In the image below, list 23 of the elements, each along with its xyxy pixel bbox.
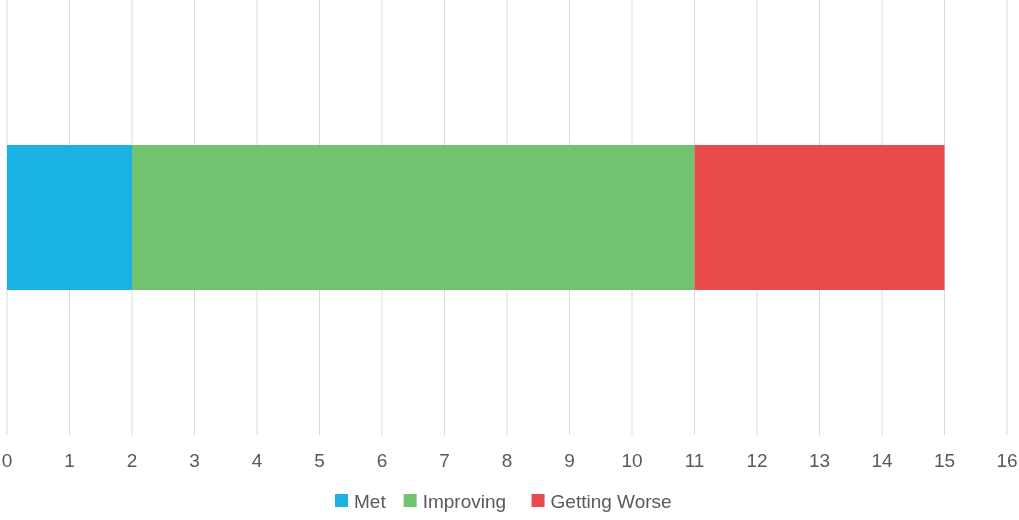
x-tick-label: 13 [808,450,831,471]
x-tick-label: 6 [376,450,388,471]
x-tick-label: 10 [621,450,643,471]
legend-label: Met [354,491,387,512]
x-tick-label: 8 [501,450,513,471]
x-tick-label: 9 [564,450,575,471]
x-tick-label: 5 [314,450,325,471]
bar [694,145,945,290]
x-tick-label: 11 [684,450,705,471]
legend-label: Getting Worse [550,491,672,512]
x-tick-label: 0 [1,450,13,471]
x-tick-label: 2 [126,450,138,471]
bar [132,145,695,290]
x-tick-label: 14 [871,450,893,471]
x-tick-label: 1 [64,450,75,471]
x-tick-label: 15 [933,450,956,471]
x-tick-label: 7 [439,450,450,471]
x-tick-label: 16 [996,450,1018,471]
x-tick-label: 3 [189,450,200,471]
legend-label: Improving [422,491,507,512]
bar [7,145,132,290]
x-tick-label: 4 [251,450,263,471]
x-tick-label: 12 [746,450,768,471]
